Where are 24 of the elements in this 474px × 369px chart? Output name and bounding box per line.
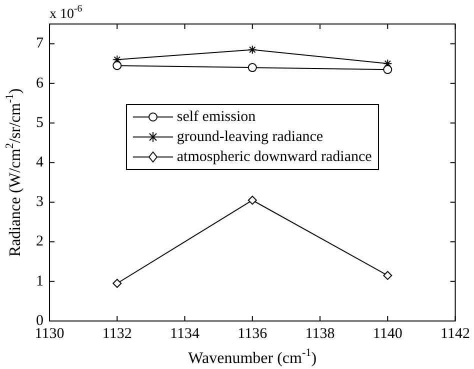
- y-tick-label: 1: [36, 273, 44, 290]
- point: [383, 270, 392, 280]
- point: [112, 61, 122, 70]
- point: [248, 63, 257, 72]
- legend-label: atmospheric downward radiance: [176, 148, 372, 168]
- y-tick-label: 6: [36, 75, 44, 92]
- y-tick-label: 2: [36, 234, 44, 250]
- legend-label: self emission: [176, 108, 256, 128]
- x-tick-label: 1134: [170, 326, 200, 342]
- x-tick-label: 1140: [372, 326, 402, 342]
- y-axis-title: Radiance (W/cm2/sr/cm-1): [4, 88, 24, 257]
- legend-label: ground-leaving radiance: [176, 128, 324, 148]
- x-tick-label: 1136: [238, 326, 268, 342]
- x-tick-label: 1142: [440, 326, 470, 342]
- x-tick-label: 1138: [305, 326, 335, 342]
- y-tick-label: 3: [36, 194, 44, 210]
- point: [248, 196, 257, 205]
- x-tick-label: 1132: [102, 326, 132, 342]
- y-tick-label: 5: [36, 114, 44, 131]
- point: [383, 65, 392, 74]
- y-tick-label: 4: [36, 154, 44, 171]
- point: [248, 45, 257, 54]
- point: [112, 278, 122, 288]
- y-tick-label: 7: [36, 36, 44, 52]
